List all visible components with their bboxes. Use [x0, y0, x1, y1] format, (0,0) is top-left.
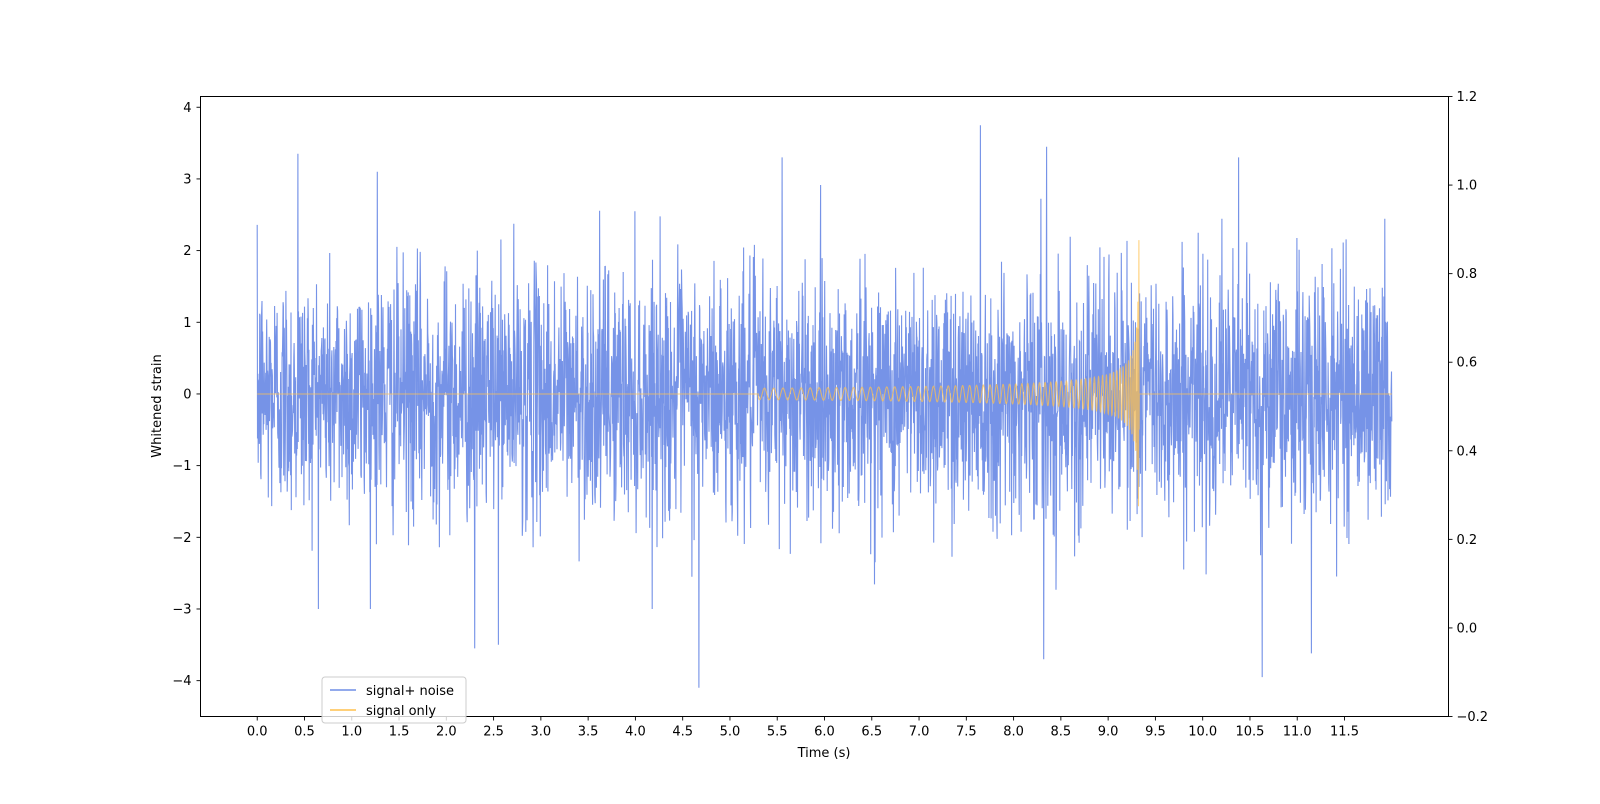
- y-axis-ticks: −4 −3 −2 −1 0 1 2 3 4: [172, 101, 201, 689]
- y-tick-label: −4: [172, 674, 191, 689]
- y2-tick-label: −0.2: [1457, 710, 1489, 725]
- series-signal-only-line: [257, 240, 1392, 507]
- y-tick-label: 4: [183, 101, 191, 116]
- y-tick-label: −1: [172, 459, 191, 474]
- x-tick-label: 9.5: [1145, 725, 1166, 740]
- x-tick-label: 5.5: [767, 725, 788, 740]
- x-tick-label: 3.5: [578, 725, 599, 740]
- legend-box: [321, 676, 467, 724]
- y2-tick-label: 0.6: [1457, 356, 1478, 371]
- y2-tick-label: 0.4: [1457, 444, 1478, 459]
- x-tick-label: 1.5: [389, 725, 410, 740]
- series-layer: [256, 125, 1393, 688]
- legend-label-signal-only: signal only: [366, 704, 436, 719]
- x-tick-label: 6.5: [861, 725, 882, 740]
- x-tick-label: 7.5: [956, 725, 977, 740]
- y-tick-label: 3: [183, 172, 191, 187]
- x-tick-label: 5.0: [720, 725, 741, 740]
- x-tick-label: 2.5: [483, 725, 504, 740]
- legend-label-signal-noise: signal+ noise: [366, 684, 454, 699]
- y-tick-label: 2: [183, 244, 191, 259]
- x-tick-label: 0.5: [294, 725, 315, 740]
- y2-tick-label: 1.0: [1457, 179, 1478, 194]
- series-signal-noise-line: [256, 125, 1393, 688]
- x-tick-label: 10.5: [1235, 725, 1264, 740]
- x-tick-label: 4.5: [672, 725, 693, 740]
- x-tick-label: 11.5: [1330, 725, 1359, 740]
- y-tick-label: 0: [183, 387, 191, 402]
- y-tick-label: −2: [172, 531, 191, 546]
- x-tick-label: 7.0: [909, 725, 930, 740]
- y-tick-label: 1: [183, 316, 191, 331]
- x-tick-label: 2.0: [436, 725, 457, 740]
- x-tick-label: 10.0: [1188, 725, 1217, 740]
- y-tick-label: −3: [172, 602, 191, 617]
- x-tick-label: 3.0: [531, 725, 552, 740]
- x-tick-label: 0.0: [247, 725, 268, 740]
- y2-tick-label: 0.0: [1457, 621, 1478, 636]
- x-axis-label: Time (s): [797, 746, 851, 761]
- x-tick-label: 1.0: [341, 725, 362, 740]
- x-axis-ticks: 0.0 0.5 1.0 1.5 2.0 2.5 3.0 3.5 4.0 4.5 5.0 5.5 6.0 6…: [247, 716, 1359, 740]
- x-tick-label: 8.0: [1003, 725, 1024, 740]
- y2-tick-label: 0.8: [1457, 267, 1478, 282]
- y-axis-label: Whitened strain: [150, 354, 165, 457]
- x-tick-label: 6.0: [814, 725, 835, 740]
- y2-tick-label: 1.2: [1457, 90, 1478, 105]
- x-tick-label: 4.0: [625, 725, 646, 740]
- x-tick-label: 9.0: [1098, 725, 1119, 740]
- legend: signal+ noise signal only: [321, 676, 467, 724]
- y2-axis-ticks: −0.2 0.0 0.2 0.4 0.6 0.8 1.0 1.2: [1448, 90, 1489, 725]
- y2-tick-label: 0.2: [1457, 533, 1478, 548]
- x-tick-label: 8.5: [1051, 725, 1072, 740]
- x-tick-label: 11.0: [1283, 725, 1312, 740]
